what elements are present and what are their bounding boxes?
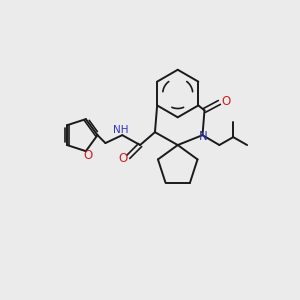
Text: N: N <box>199 130 208 142</box>
Text: O: O <box>222 95 231 108</box>
Text: O: O <box>83 148 92 162</box>
Text: NH: NH <box>112 125 128 135</box>
Text: O: O <box>118 152 128 165</box>
